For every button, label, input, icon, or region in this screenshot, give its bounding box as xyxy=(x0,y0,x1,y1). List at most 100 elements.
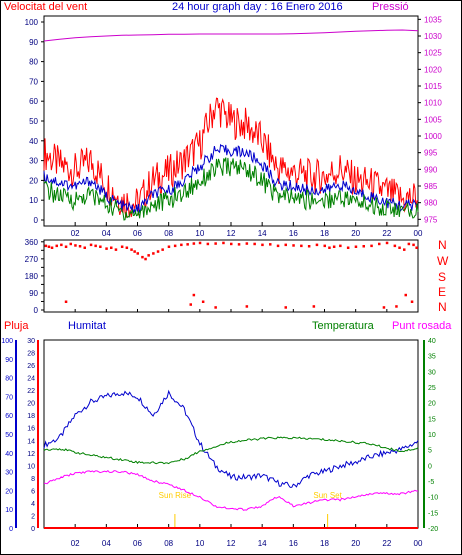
direction-point xyxy=(99,245,102,248)
lower-x-tick-label: 22 xyxy=(382,539,391,548)
direction-point xyxy=(245,242,249,245)
lower-x-tick-label: 12 xyxy=(227,539,236,548)
direction-point xyxy=(385,241,389,245)
direction-point xyxy=(237,243,241,246)
wind-y-tick-label: 90 xyxy=(29,38,38,47)
wind-y-tick-label: 70 xyxy=(29,77,38,86)
rain-y-tick-label: 20 xyxy=(27,401,35,408)
direction-point xyxy=(354,245,358,248)
humidity-y-tick-label: 10 xyxy=(5,507,13,514)
direction-point xyxy=(201,300,205,303)
direction-point xyxy=(269,243,272,246)
wind-y-tick-label: 60 xyxy=(29,97,38,106)
pressure-y-tick-label: 1030 xyxy=(424,32,442,41)
direction-point xyxy=(412,243,415,247)
lower-x-tick-label: 16 xyxy=(289,539,298,548)
direction-point xyxy=(133,250,136,253)
compass-w: W xyxy=(437,254,449,268)
pressure-y-tick-label: 1010 xyxy=(424,99,442,108)
temperature-line xyxy=(43,436,419,465)
direction-point xyxy=(300,244,303,248)
temperature-y-tick-label: 35 xyxy=(428,354,436,361)
direction-plot-area xyxy=(43,239,419,313)
temperature-y-tick-label: -20 xyxy=(428,526,438,533)
direction-point xyxy=(370,244,373,248)
direction-point xyxy=(55,244,58,248)
wind-y-tick-label: 100 xyxy=(25,18,39,27)
humidity-y-tick-label: 0 xyxy=(9,526,13,533)
direction-point xyxy=(404,293,407,297)
temperature-y-tick-label: 40 xyxy=(428,338,436,345)
direction-point xyxy=(186,243,189,246)
humidity-line xyxy=(43,389,419,488)
pressure-y-tick-label: 1015 xyxy=(424,82,442,91)
pressure-y-tick-label: 1000 xyxy=(424,132,442,141)
temperature-y-tick-label: 5 xyxy=(428,448,432,455)
rain-y-tick-label: 6 xyxy=(31,488,35,495)
direction-point xyxy=(189,303,192,306)
direction-point xyxy=(94,244,97,248)
dewpoint-line xyxy=(43,470,418,511)
direction-point xyxy=(161,248,164,251)
direction-point xyxy=(362,245,365,248)
direction-point xyxy=(130,248,133,251)
direction-point xyxy=(74,244,77,247)
compass-s: S xyxy=(438,270,447,284)
direction-point xyxy=(147,254,150,257)
direction-point xyxy=(284,306,287,309)
compass-n-bottom: N xyxy=(438,300,447,314)
direction-point xyxy=(245,305,249,308)
rain-y-tick-label: 4 xyxy=(31,501,35,508)
temperature-y-tick-label: -15 xyxy=(428,510,438,517)
direction-point xyxy=(50,246,54,249)
direction-point xyxy=(407,242,411,246)
pressure-label: Pressió xyxy=(372,1,409,13)
direction-y-tick-label: 180 xyxy=(25,272,39,281)
rain-y-tick-label: 30 xyxy=(27,338,35,345)
direction-point xyxy=(192,293,196,297)
direction-point xyxy=(378,242,381,246)
rain-y-tick-label: 10 xyxy=(27,463,35,470)
rain-y-tick-label: 22 xyxy=(27,388,35,395)
direction-point xyxy=(105,247,108,250)
direction-point xyxy=(222,241,225,245)
wind-pressure-chart: 02 04 06 08 10 12 14 16 18 20 22 000102030405060708… xyxy=(25,15,443,238)
wind-y-tick-label: 0 xyxy=(34,216,39,225)
wind-y-tick-label: 40 xyxy=(29,137,38,146)
direction-point xyxy=(328,246,331,249)
direction-point xyxy=(64,300,68,303)
humidity-y-tick-label: 30 xyxy=(5,470,13,477)
compass-n-top: N xyxy=(438,238,447,252)
wind-y-tick-label: 80 xyxy=(29,58,38,67)
direction-y-tick-label: 360 xyxy=(25,238,39,247)
wind-y-tick-label: 20 xyxy=(29,176,38,185)
wind-x-tick-label: 00 xyxy=(414,229,423,238)
wind-x-tick-label: 20 xyxy=(351,229,360,238)
pressure-y-tick-label: 980 xyxy=(424,199,438,208)
direction-point xyxy=(393,244,397,248)
temperature-y-tick-label: 30 xyxy=(428,369,436,376)
direction-point xyxy=(47,245,51,248)
humidity-label: Humitat xyxy=(68,320,106,332)
temperature-y-tick-label: -10 xyxy=(428,495,438,502)
temperature-y-tick-label: 0 xyxy=(428,463,432,470)
wind-x-tick-label: 08 xyxy=(164,229,173,238)
direction-point xyxy=(110,246,113,249)
direction-y-tick-label: 270 xyxy=(25,255,39,264)
humidity-y-tick-label: 70 xyxy=(5,394,13,401)
lower-x-tick-label: 06 xyxy=(133,539,142,548)
rain-y-tick-label: 2 xyxy=(31,513,35,520)
direction-point xyxy=(60,243,63,247)
direction-point xyxy=(230,242,233,246)
rain-label: Pluja xyxy=(4,320,29,332)
compass-e: E xyxy=(438,285,447,299)
wind-gust-line xyxy=(43,97,419,218)
temperature-y-tick-label: -5 xyxy=(428,479,434,486)
wind-x-tick-label: 10 xyxy=(195,229,204,238)
direction-point xyxy=(78,245,82,248)
direction-point xyxy=(346,246,350,249)
direction-point xyxy=(382,306,386,309)
pressure-y-tick-label: 1025 xyxy=(424,49,442,58)
direction-point xyxy=(206,242,210,246)
temperature-y-tick-label: 15 xyxy=(428,416,436,423)
